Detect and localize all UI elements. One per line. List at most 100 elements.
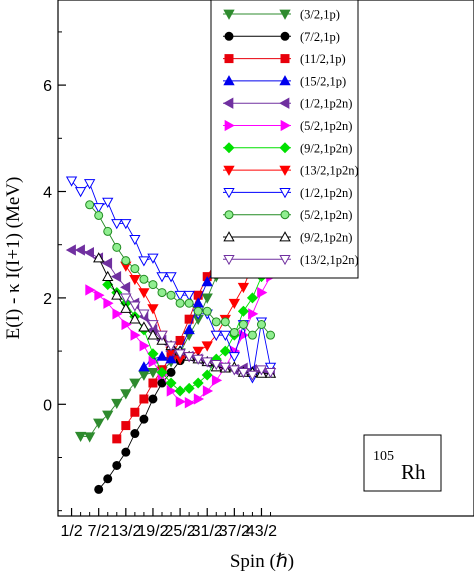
data-point	[103, 474, 113, 484]
data-point	[130, 329, 141, 341]
data-point	[112, 434, 122, 444]
legend-box	[210, 0, 359, 279]
data-point	[220, 317, 230, 327]
x-tick-label: 19/2	[137, 523, 168, 540]
data-point	[103, 226, 113, 236]
data-point	[156, 366, 168, 378]
legend-marker	[280, 31, 290, 41]
data-point	[184, 397, 195, 409]
data-point	[183, 382, 195, 394]
data-point	[202, 385, 214, 397]
data-point	[129, 378, 141, 389]
data-point	[266, 330, 276, 340]
series-1	[94, 356, 185, 494]
data-point	[156, 272, 168, 283]
x-tick-label: 37/2	[219, 523, 250, 540]
data-point	[139, 414, 149, 424]
data-point	[264, 368, 277, 379]
data-point	[184, 298, 194, 308]
data-point	[74, 244, 85, 256]
data-point	[257, 286, 268, 299]
data-point	[129, 313, 141, 324]
data-point	[183, 352, 195, 363]
data-point	[138, 321, 150, 332]
data-point	[148, 394, 158, 404]
data-point	[165, 377, 177, 389]
data-point	[138, 361, 150, 372]
data-point	[174, 385, 186, 397]
legend-marker	[223, 231, 235, 242]
legend-label: (15/2,1p)	[300, 74, 346, 88]
data-point	[65, 244, 76, 256]
y-tick-label: 4	[43, 185, 52, 202]
legend-marker	[223, 142, 235, 154]
data-point	[228, 352, 240, 363]
data-point	[183, 290, 195, 302]
legend-marker	[279, 165, 291, 176]
data-point	[156, 350, 168, 361]
legend-marker	[279, 231, 291, 242]
legend-entry: (9/2,1p2n)	[223, 231, 352, 245]
data-point	[201, 276, 213, 287]
legend-entry: (7/2,1p)	[223, 30, 340, 44]
data-point	[147, 320, 159, 331]
y-axis-ticks: 0 2 4 6	[43, 31, 66, 512]
data-point	[156, 330, 168, 341]
data-point	[246, 292, 258, 304]
data-point	[147, 253, 159, 264]
legend-entry: (13/2,1p2n)	[223, 164, 359, 178]
x-axis-ticks: 1/2 7/2 13/219/225/231/237/243/2	[60, 508, 277, 540]
legend-marker	[280, 119, 291, 132]
x-tick-label: 43/2	[246, 523, 277, 540]
data-point	[129, 301, 141, 312]
data-point	[229, 327, 239, 337]
data-point	[201, 293, 213, 304]
legend-marker	[223, 188, 235, 199]
legend-marker	[223, 97, 234, 109]
data-point	[192, 346, 204, 357]
data-point	[210, 360, 222, 371]
nucleus-symbol: Rh	[401, 460, 426, 484]
data-point	[174, 290, 186, 302]
legend-entry: (13/2,1p2n)	[223, 253, 359, 267]
data-point	[201, 357, 213, 368]
data-point	[139, 340, 150, 352]
legend-label: (9/2,1p2n)	[300, 231, 352, 245]
data-point	[201, 369, 213, 381]
data-point	[202, 306, 212, 316]
legend-marker	[224, 31, 234, 41]
data-point	[111, 219, 123, 230]
data-point	[228, 365, 240, 376]
legend-entry: (1/2,1p2n)	[223, 97, 352, 111]
data-point	[192, 354, 204, 365]
data-point	[138, 256, 150, 267]
legend-label: (11/2,1p)	[300, 52, 346, 66]
data-point	[129, 235, 141, 246]
data-point	[148, 356, 159, 368]
data-point	[248, 308, 259, 320]
data-point	[210, 330, 222, 341]
data-point	[175, 298, 185, 308]
data-point	[93, 418, 105, 429]
data-point	[175, 335, 185, 345]
legend-label: (7/2,1p)	[300, 30, 340, 44]
legend-marker	[279, 254, 291, 266]
legend-label: (13/2,1p2n)	[300, 253, 359, 267]
data-point	[239, 329, 250, 341]
legend-marker	[279, 75, 291, 86]
data-point	[147, 368, 159, 379]
data-point	[148, 378, 158, 388]
data-point	[120, 293, 132, 304]
legend-label: (13/2,1p2n)	[300, 164, 359, 178]
series-5	[85, 270, 277, 409]
data-point	[103, 297, 114, 309]
legend-entry: (11/2,1p)	[223, 52, 346, 66]
x-tick-label: 13/2	[110, 523, 141, 540]
data-point	[219, 362, 231, 373]
data-point	[165, 353, 177, 364]
data-point	[211, 374, 223, 387]
data-point	[175, 395, 186, 408]
data-point	[94, 484, 104, 494]
data-point	[256, 319, 266, 329]
data-point	[112, 460, 122, 470]
